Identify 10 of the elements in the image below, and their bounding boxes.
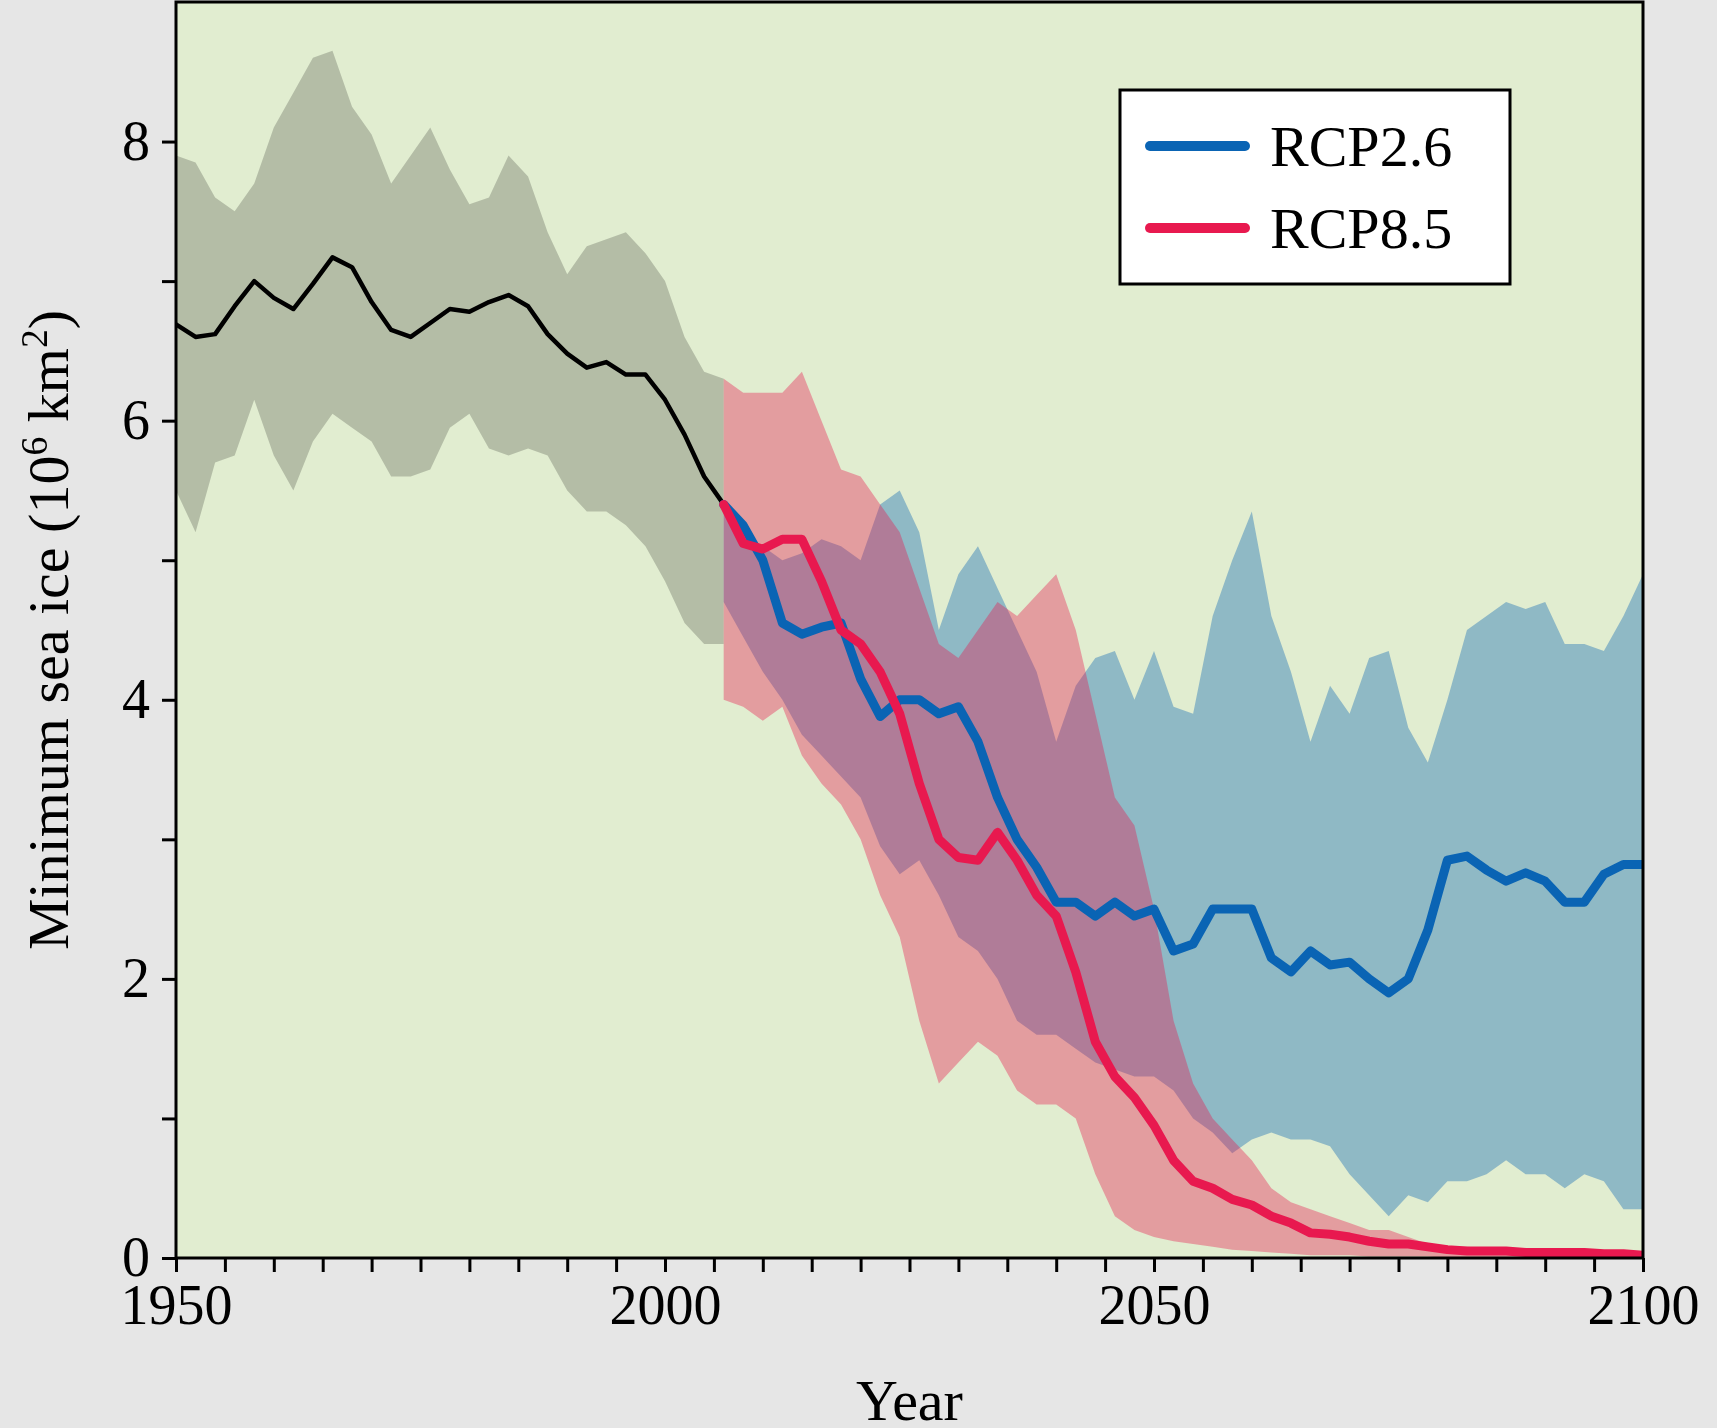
y-tick-label: 4 (122, 668, 150, 731)
x-tick-label: 2050 (1098, 1273, 1211, 1336)
x-axis-title: Year (856, 1368, 963, 1428)
x-tick-label: 2100 (1587, 1273, 1700, 1336)
y-tick-label: 8 (122, 109, 150, 172)
x-tick-label: 2000 (609, 1273, 722, 1336)
legend-label: RCP2.6 (1270, 114, 1453, 180)
y-tick-label: 6 (122, 389, 150, 452)
y-tick-label: 2 (122, 947, 150, 1010)
legend-label: RCP8.5 (1270, 196, 1453, 262)
